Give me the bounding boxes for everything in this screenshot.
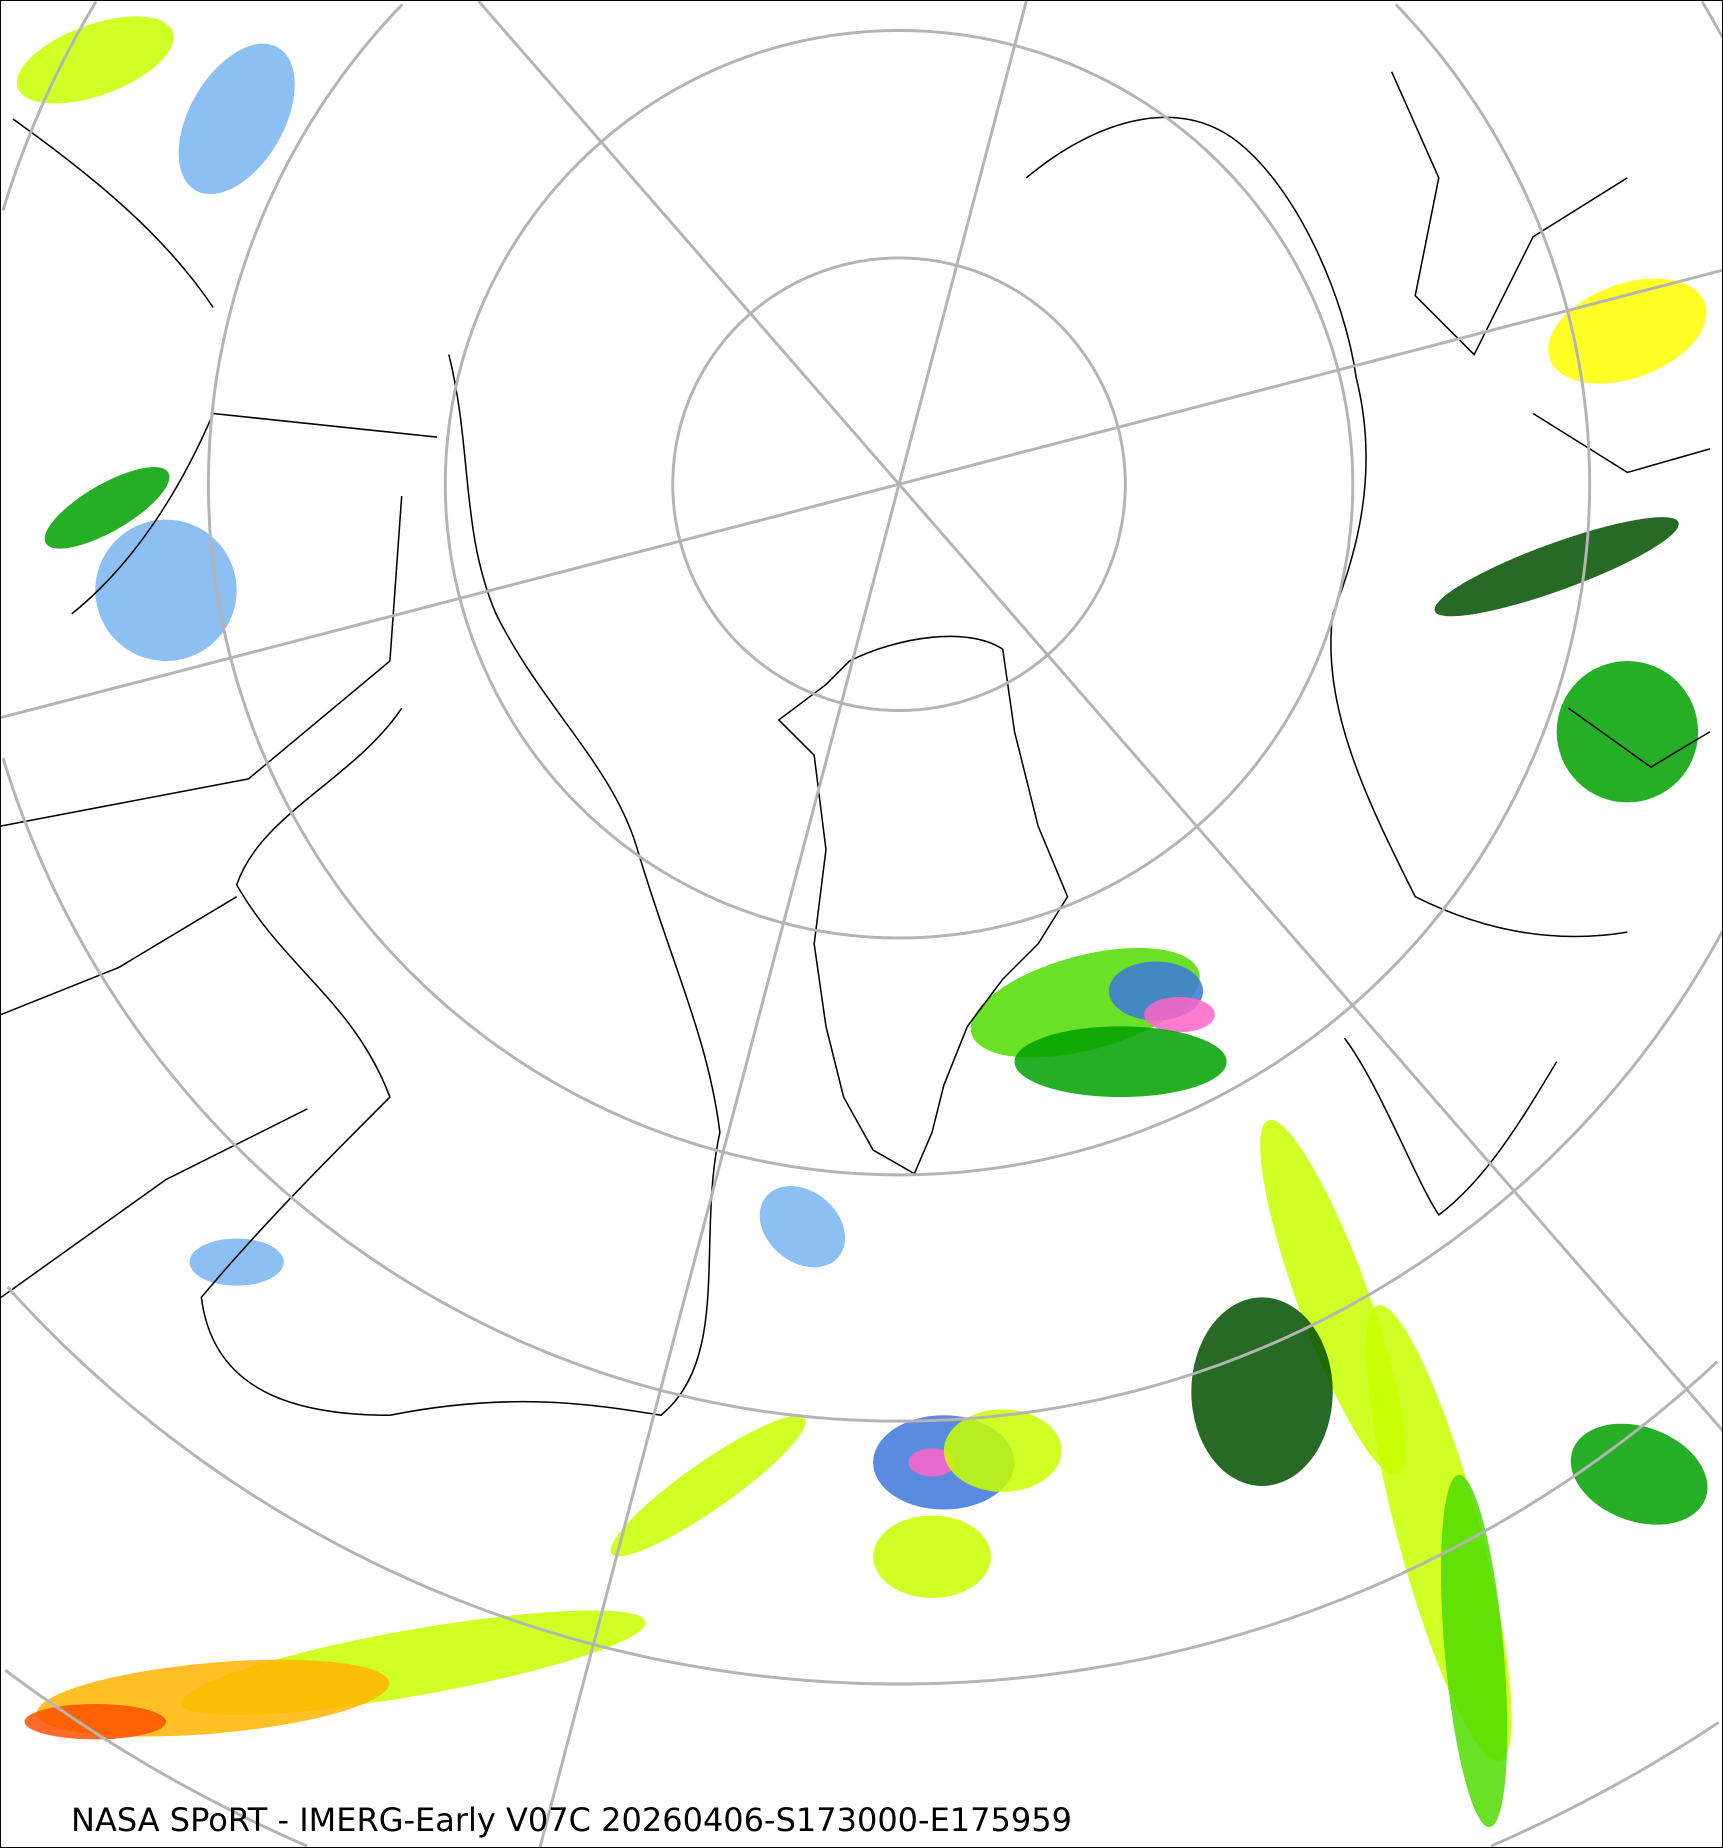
greenland-coastline [777,635,1069,1175]
precipitation-area [24,1704,166,1740]
latitude-circle [4,1669,1720,1847]
meridian-line [538,1,1028,1847]
precipitation-area [1191,1297,1333,1486]
latitude-circle [671,256,1127,712]
precipitation-area [610,1415,806,1557]
precipitation-area [189,1238,284,1286]
precipitation-area [908,1448,956,1477]
eurasia-coastline [1025,116,1628,938]
latitude-circle [206,3,1592,1177]
precipitation-area [1014,1026,1227,1098]
europe-borders [1390,71,1711,768]
precipitation-area [873,1515,991,1598]
us-canada-border [1,495,403,1299]
precipitation-layer [16,16,1708,1828]
map-caption: NASA SPoRT - IMERG-Early V07C 20260406-S… [71,1801,1072,1839]
canada-coastline [200,354,721,1417]
precipitation-area [1144,996,1215,1033]
precipitation-area [1548,278,1707,384]
land-outlines [1,71,1711,1417]
precipitation-area [44,466,170,549]
meridian-line [477,1,1722,1433]
precipitation-area [1441,1474,1508,1828]
meridian-line [1,268,1722,720]
scandinavia-coastline [1343,1037,1558,1217]
alaska-coastline [12,118,438,615]
latitude-circle [1,1,1722,1423]
precipitation-area [1556,661,1699,803]
precipitation-area [759,1186,846,1268]
precipitation-area [1570,1423,1708,1525]
precipitation-area [178,43,295,195]
precipitation-area [16,16,174,104]
precipitation-area [1434,517,1679,617]
precipitation-area [1365,1305,1512,1762]
latitude-circle [6,1286,1719,1686]
precipitation-area [943,1409,1062,1492]
latitude-circle [443,29,1355,940]
